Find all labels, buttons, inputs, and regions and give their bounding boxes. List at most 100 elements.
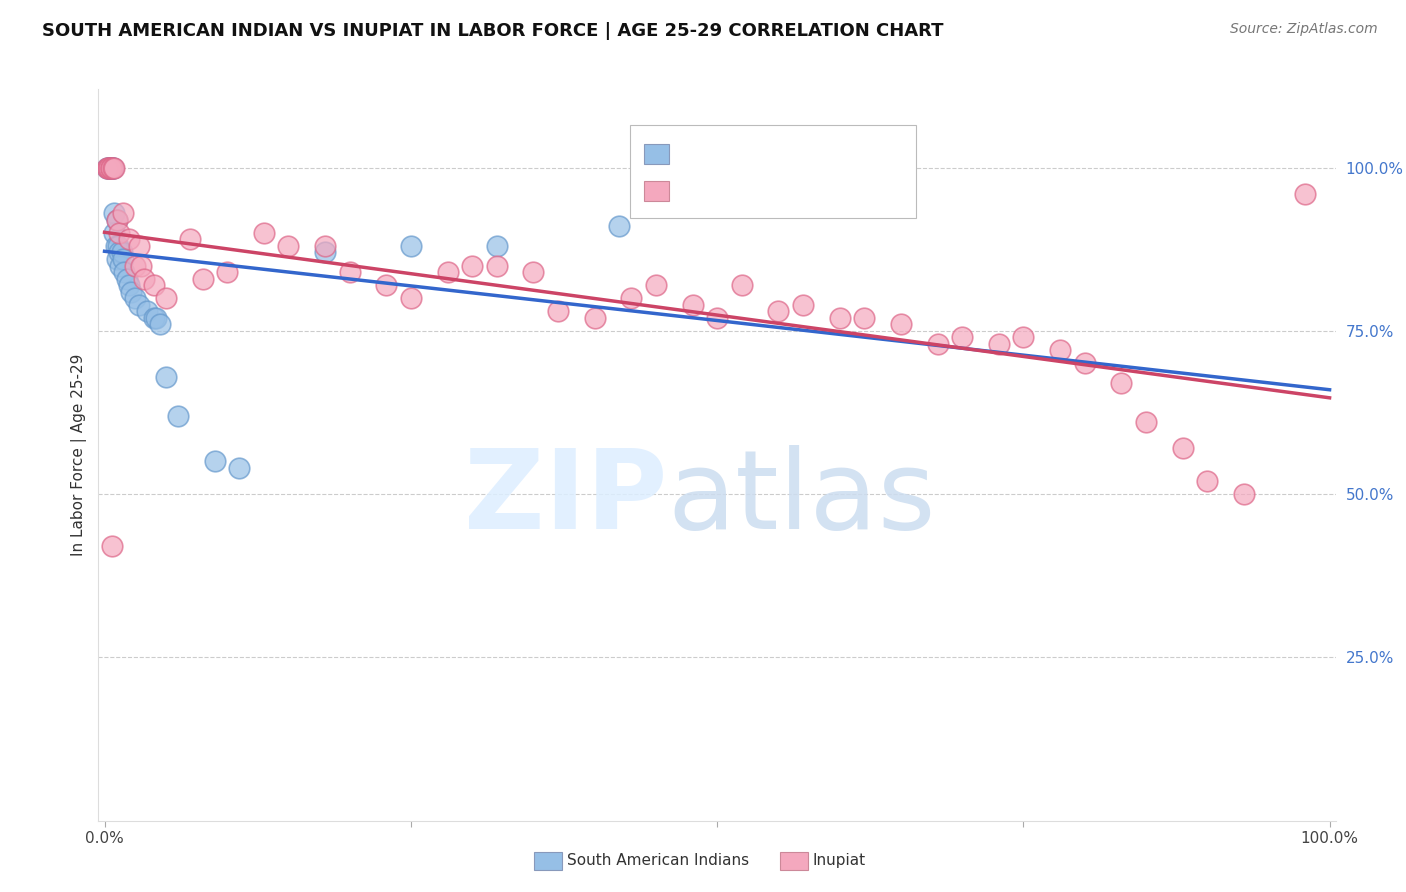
Point	[1171, 442, 1194, 456]
Point	[98, 161, 121, 175]
Point	[547, 304, 569, 318]
Text: R =: R =	[675, 144, 710, 162]
Point	[128, 239, 150, 253]
Point	[101, 161, 124, 175]
Point	[136, 304, 159, 318]
Point	[142, 278, 165, 293]
Point	[277, 239, 299, 253]
Point	[314, 245, 336, 260]
Point	[607, 219, 630, 234]
Point	[485, 239, 508, 253]
Point	[1049, 343, 1071, 358]
Point	[101, 539, 124, 553]
Point	[107, 239, 129, 253]
Point	[101, 161, 124, 175]
Text: N =: N =	[785, 181, 821, 199]
Point	[132, 271, 155, 285]
Point	[314, 239, 336, 253]
Point	[375, 278, 398, 293]
Point	[100, 161, 122, 175]
Point	[124, 291, 146, 305]
Point	[682, 298, 704, 312]
Point	[436, 265, 458, 279]
Text: atlas: atlas	[668, 445, 936, 552]
Y-axis label: In Labor Force | Age 25-29: In Labor Force | Age 25-29	[72, 354, 87, 556]
Point	[583, 310, 606, 325]
Text: 38: 38	[834, 144, 859, 162]
Point	[100, 161, 122, 175]
Point	[1012, 330, 1035, 344]
Text: R =: R =	[675, 181, 710, 199]
Point	[768, 304, 790, 318]
Point	[1233, 487, 1256, 501]
Point	[96, 161, 118, 175]
Point	[149, 318, 172, 332]
Point	[105, 212, 128, 227]
Text: -0.264: -0.264	[725, 181, 790, 199]
Point	[339, 265, 361, 279]
Point	[128, 298, 150, 312]
Point	[103, 226, 125, 240]
Text: SOUTH AMERICAN INDIAN VS INUPIAT IN LABOR FORCE | AGE 25-29 CORRELATION CHART: SOUTH AMERICAN INDIAN VS INUPIAT IN LABO…	[42, 22, 943, 40]
Point	[253, 226, 276, 240]
Point	[950, 330, 973, 344]
Point	[111, 245, 134, 260]
Text: Inupiat: Inupiat	[813, 854, 866, 868]
Point	[1073, 357, 1095, 371]
Point	[1135, 415, 1157, 429]
Point	[204, 454, 226, 468]
Point	[118, 278, 141, 293]
Point	[155, 369, 177, 384]
Point	[461, 259, 484, 273]
Point	[853, 310, 876, 325]
Point	[167, 409, 190, 423]
Point	[105, 252, 128, 266]
Point	[644, 278, 666, 293]
Point	[191, 271, 214, 285]
Text: 0.236: 0.236	[725, 144, 782, 162]
Point	[399, 291, 422, 305]
Point	[620, 291, 643, 305]
Point	[399, 239, 422, 253]
Point	[179, 232, 201, 246]
Point	[103, 161, 125, 175]
Point	[112, 265, 135, 279]
Point	[1197, 474, 1219, 488]
Point	[100, 161, 122, 175]
Point	[145, 310, 167, 325]
Text: N =: N =	[785, 144, 821, 162]
Point	[111, 252, 134, 266]
Point	[215, 265, 238, 279]
Point	[706, 310, 728, 325]
Text: 55: 55	[834, 181, 859, 199]
Point	[111, 206, 134, 220]
Point	[115, 271, 138, 285]
Point	[927, 337, 949, 351]
Point	[124, 259, 146, 273]
Point	[110, 259, 132, 273]
Point	[228, 461, 250, 475]
Point	[121, 285, 143, 299]
Point	[828, 310, 851, 325]
Point	[100, 161, 122, 175]
Point	[1294, 186, 1316, 201]
Text: Source: ZipAtlas.com: Source: ZipAtlas.com	[1230, 22, 1378, 37]
Point	[792, 298, 814, 312]
Point	[142, 310, 165, 325]
Point	[97, 161, 120, 175]
Point	[1111, 376, 1133, 390]
Point	[101, 161, 124, 175]
Point	[155, 291, 177, 305]
Point	[97, 161, 120, 175]
Text: ZIP: ZIP	[464, 445, 668, 552]
Point	[890, 318, 912, 332]
Point	[118, 232, 141, 246]
Point	[101, 161, 124, 175]
Point	[485, 259, 508, 273]
Point	[101, 161, 124, 175]
Point	[98, 161, 121, 175]
Point	[96, 161, 118, 175]
Point	[730, 278, 752, 293]
Point	[987, 337, 1010, 351]
Point	[129, 259, 152, 273]
